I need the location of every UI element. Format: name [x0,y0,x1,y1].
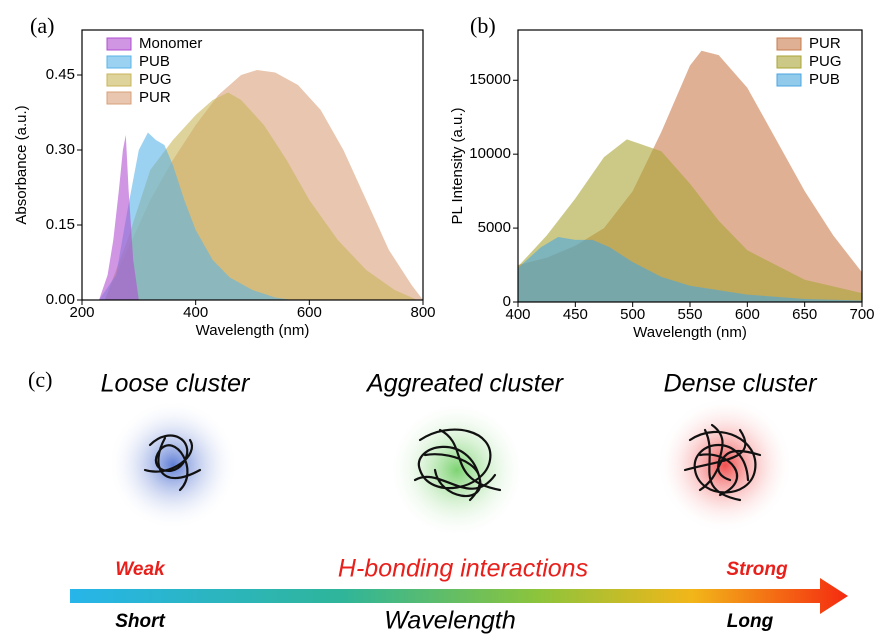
arrow-label: Short [115,611,165,632]
legend-swatch [107,56,131,68]
y-tick-label: 0.00 [46,291,75,308]
x-tick-label: 700 [849,306,874,323]
legend-label: PUG [139,71,172,88]
legend-swatch [777,38,801,50]
panel-label: (b) [470,13,496,38]
legend-label: PUB [139,53,170,70]
x-tick-label: 550 [677,306,702,323]
arrow-title: H-bonding interactions [338,555,588,583]
arrow-label: Weak [115,559,166,580]
legend-label: PUR [809,35,841,52]
legend-swatch [107,92,131,104]
y-axis-label: PL Intensity (a.u.) [449,107,466,224]
x-tick-label: 600 [735,306,760,323]
y-tick-label: 0.45 [46,66,75,83]
x-tick-label: 600 [297,304,322,321]
figure: 2004006008000.000.150.300.45Wavelength (… [0,0,879,637]
legend-swatch [777,74,801,86]
y-axis-label: Absorbance (a.u.) [13,105,30,224]
y-tick-label: 0.30 [46,141,75,158]
cluster-glow [657,397,793,533]
legend-swatch [777,56,801,68]
y-tick-label: 5000 [478,219,511,236]
y-tick-label: 0 [503,293,511,310]
legend-label: PUB [809,71,840,88]
arrow-title: Wavelength [384,607,516,635]
panel-label: (a) [30,13,54,38]
x-tick-label: 400 [183,304,208,321]
x-tick-label: 650 [792,306,817,323]
x-tick-label: 800 [410,304,435,321]
y-tick-label: 10000 [469,145,511,162]
cluster-label: Loose cluster [101,370,251,398]
cluster-glow [108,400,238,530]
x-tick-label: 450 [563,306,588,323]
cluster-glow [387,400,527,540]
x-axis-label: Wavelength (nm) [633,324,747,341]
x-tick-label: 500 [620,306,645,323]
x-axis-label: Wavelength (nm) [196,322,310,339]
arrow-label: Long [727,611,774,632]
cluster-label: Aggreated cluster [365,370,565,398]
arrow-label: Strong [726,559,788,580]
y-tick-label: 0.15 [46,216,75,233]
legend-swatch [107,38,131,50]
legend-label: PUG [809,53,842,70]
legend-label: Monomer [139,35,202,52]
y-tick-label: 15000 [469,71,511,88]
cluster-label: Dense cluster [664,370,819,398]
legend-swatch [107,74,131,86]
legend-label: PUR [139,89,171,106]
panel-label: (c) [28,367,52,392]
